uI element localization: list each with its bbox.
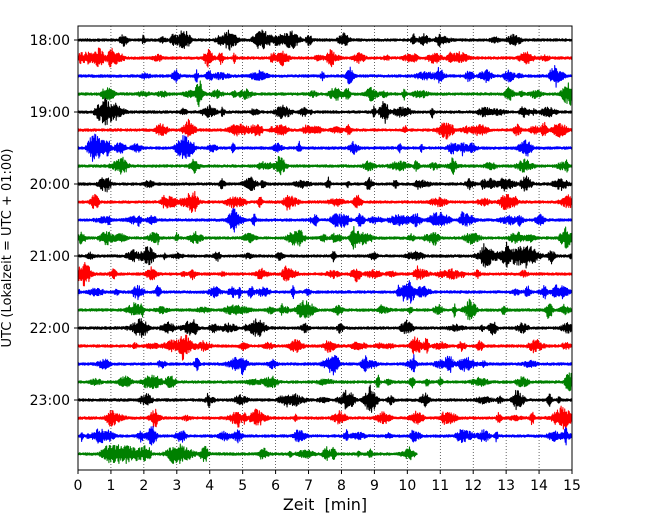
x-tick-label: 4 <box>205 478 214 494</box>
x-tick-label: 11 <box>431 478 449 494</box>
trace-line <box>77 175 573 193</box>
y-axis-ticks: 18:00 19:00 20:00 21:00 22:00 23:00 <box>30 33 78 409</box>
y-axis-label: UTC (Lokalzeit = UTC + 01:00) <box>0 149 15 348</box>
trace-line <box>77 354 573 376</box>
x-tick-label: 9 <box>370 478 379 494</box>
x-tick-label: 7 <box>304 478 313 494</box>
y-tick-label: 19:00 <box>30 105 70 121</box>
y-tick-label: 20:00 <box>30 177 70 193</box>
trace-line <box>77 241 573 269</box>
x-tick-label: 14 <box>530 478 548 494</box>
trace-line <box>77 405 573 430</box>
trace-line <box>77 80 573 108</box>
plot-area <box>78 26 572 470</box>
trace-line <box>77 334 573 361</box>
x-tick-label: 12 <box>464 478 482 494</box>
trace-line <box>77 118 573 140</box>
x-tick-label: 8 <box>337 478 346 494</box>
x-tick-label: 1 <box>106 478 115 494</box>
x-axis-ticks: 0 1 2 3 4 5 6 7 8 9 10 11 12 13 14 15 <box>74 470 581 494</box>
x-tick-label: 10 <box>398 478 416 494</box>
plot-frame <box>77 25 573 471</box>
trace-line <box>77 298 573 321</box>
trace-line <box>77 280 573 304</box>
x-tick-label: 2 <box>139 478 148 494</box>
trace-line <box>77 372 573 392</box>
trace-line <box>77 155 573 176</box>
y-tick-label: 18:00 <box>30 33 70 49</box>
x-tick-label: 0 <box>74 478 83 494</box>
y-tick-label: 22:00 <box>30 321 70 337</box>
trace-line <box>77 65 573 88</box>
seismogram-traces <box>77 29 573 465</box>
y-tick-label: 23:00 <box>30 393 70 409</box>
x-tick-label: 15 <box>563 478 581 494</box>
x-tick-label: 5 <box>238 478 247 494</box>
trace-line <box>77 133 573 162</box>
x-tick-label: 13 <box>497 478 515 494</box>
trace-line <box>77 29 573 51</box>
y-tick-label: 21:00 <box>30 249 70 265</box>
trace-line <box>77 261 573 287</box>
trace-line <box>77 225 573 250</box>
trace-line <box>77 190 573 214</box>
trace-line <box>77 97 573 126</box>
trace-line <box>77 425 573 446</box>
x-tick-label: 3 <box>172 478 181 494</box>
trace-line <box>77 318 573 338</box>
x-axis-label: Zeit [min] <box>283 495 367 514</box>
trace-line <box>77 443 418 465</box>
x-tick-label: 6 <box>271 478 280 494</box>
trace-line <box>77 208 573 233</box>
trace-line <box>77 384 573 413</box>
trace-line <box>77 47 573 68</box>
